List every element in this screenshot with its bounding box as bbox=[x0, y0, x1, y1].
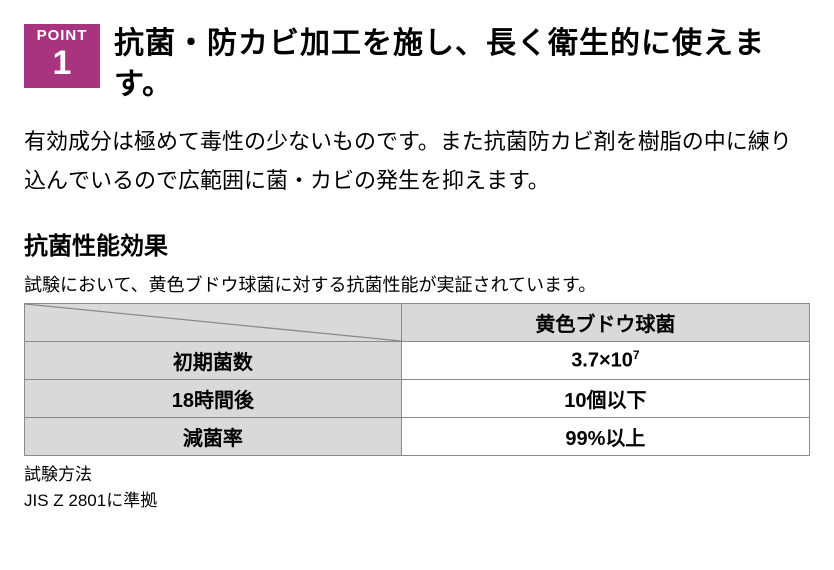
antibacterial-table: 黄色ブドウ球菌 初期菌数3.7×10718時間後10個以下減菌率99%以上 bbox=[24, 303, 810, 456]
table-body: 初期菌数3.7×10718時間後10個以下減菌率99%以上 bbox=[25, 342, 810, 456]
table-row-label: 18時間後 bbox=[25, 380, 402, 418]
point-description: 有効成分は極めて毒性の少ないものです。また抗菌防カビ剤を樹脂の中に練り込んでいる… bbox=[24, 123, 810, 200]
point-header: POINT 1 抗菌・防カビ加工を施し、長く衛生的に使えます。 bbox=[24, 24, 810, 105]
table-row: 減菌率99%以上 bbox=[25, 418, 810, 456]
footnote-line: 試験方法 bbox=[24, 465, 92, 484]
table-col-header: 黄色ブドウ球菌 bbox=[401, 304, 809, 342]
section-heading: 抗菌性能効果 bbox=[24, 226, 810, 261]
table-corner-cell bbox=[25, 304, 402, 342]
table-header-row: 黄色ブドウ球菌 bbox=[25, 304, 810, 342]
point-badge: POINT 1 bbox=[24, 24, 100, 88]
point-title: 抗菌・防カビ加工を施し、長く衛生的に使えます。 bbox=[114, 24, 810, 105]
table-row-value: 10個以下 bbox=[401, 380, 809, 418]
table-row-label: 減菌率 bbox=[25, 418, 402, 456]
table-row: 18時間後10個以下 bbox=[25, 380, 810, 418]
table-footnote: 試験方法 JIS Z 2801に準拠 bbox=[24, 462, 810, 513]
table-row-value: 99%以上 bbox=[401, 418, 809, 456]
point-badge-label: POINT bbox=[34, 28, 90, 45]
footnote-line: JIS Z 2801に準拠 bbox=[24, 491, 157, 510]
point-badge-number: 1 bbox=[34, 45, 90, 82]
table-row-label: 初期菌数 bbox=[25, 342, 402, 380]
table-row: 初期菌数3.7×107 bbox=[25, 342, 810, 380]
table-row-value: 3.7×107 bbox=[401, 342, 809, 380]
section-description: 試験において、黄色ブドウ球菌に対する抗菌性能が実証されています。 bbox=[24, 271, 810, 297]
